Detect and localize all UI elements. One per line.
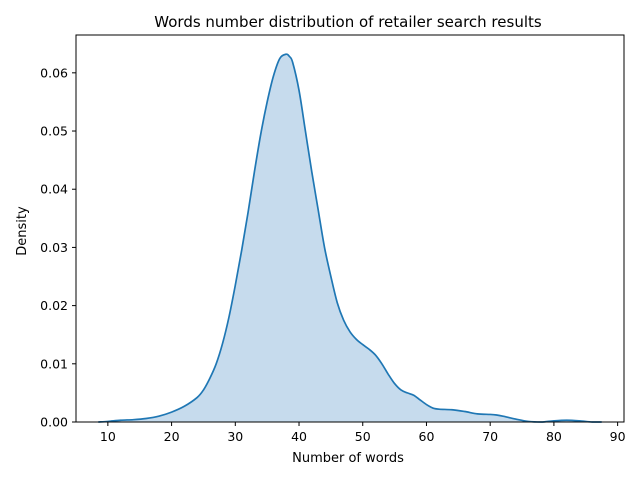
x-tick-label: 40 — [291, 429, 307, 444]
x-axis-ticks: 10 20 30 40 50 60 70 80 90 — [100, 422, 626, 444]
y-tick-label: 0.02 — [40, 298, 68, 313]
x-tick-label: 80 — [546, 429, 562, 444]
density-area-fill — [98, 54, 602, 423]
y-tick-label: 0.05 — [40, 124, 68, 139]
x-tick-label: 30 — [227, 429, 243, 444]
y-tick-label: 0.01 — [40, 356, 68, 371]
chart-title: Words number distribution of retailer se… — [154, 13, 542, 31]
density-line — [98, 53, 602, 423]
axes-frame — [75, 34, 625, 423]
plot-area — [75, 34, 625, 423]
x-tick-label: 20 — [164, 429, 180, 444]
y-tick-label: 0.04 — [40, 182, 68, 197]
x-tick-label: 60 — [419, 429, 435, 444]
y-axis-label: Density — [15, 206, 30, 256]
x-tick-label: 50 — [355, 429, 371, 444]
x-tick-label: 10 — [100, 429, 116, 444]
y-tick-label: 0.06 — [40, 65, 68, 80]
y-tick-label: 0.03 — [40, 240, 68, 255]
y-tick-label: 0.00 — [40, 415, 68, 430]
x-axis-label: Number of words — [292, 451, 404, 466]
x-tick-label: 70 — [482, 429, 498, 444]
y-axis-ticks: 0.00 0.01 0.02 0.03 0.04 0.05 0.06 — [40, 65, 76, 430]
x-tick-label: 90 — [610, 429, 626, 444]
